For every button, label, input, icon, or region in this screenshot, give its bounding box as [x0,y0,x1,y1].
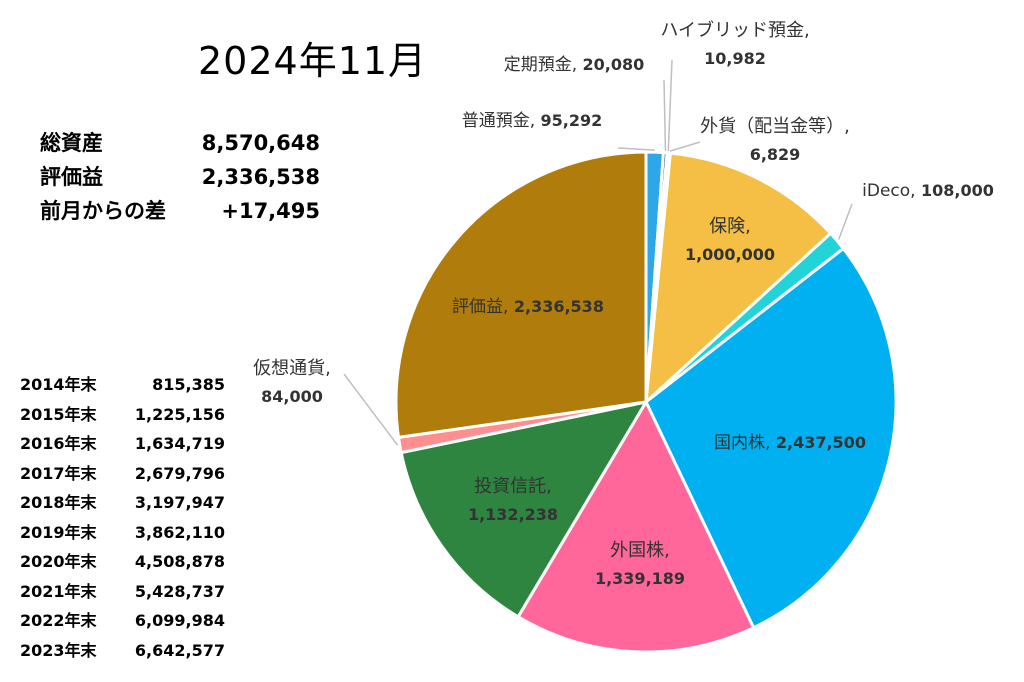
leader-line [667,59,673,152]
pie-slice [394,150,648,440]
history-row: 2022年末 6,099,984 [20,606,225,636]
history-row: 2017年末 2,679,796 [20,459,225,489]
history-row: 2018年末 3,197,947 [20,488,225,518]
history-value: 2,679,796 [134,463,225,483]
slice-label-value: 6,829 [750,145,801,164]
history-year: 2014年末 [20,375,97,394]
leader-line [343,373,399,446]
history-value: 6,642,577 [134,640,225,660]
history-year: 2018年末 [20,493,97,512]
slice-label-value: 1,339,189 [595,569,685,588]
summary-value: 8,570,648 [201,131,320,155]
pie-slice [644,151,833,406]
summary-row-valuation-gain: 評価益 2,336,538 [40,160,320,194]
summary-value: 2,336,538 [201,165,320,189]
history-row: 2014年末 815,385 [20,370,225,400]
history-year: 2020年末 [20,552,97,571]
slice-label: 定期預金, 20,080 [504,55,645,75]
history-row: 2019年末 3,862,110 [20,518,225,548]
history-year: 2023年末 [20,640,97,660]
history-value: 4,508,878 [134,552,225,571]
history-year: 2017年末 [20,463,97,483]
history-value: 3,862,110 [134,522,225,542]
history-value: 3,197,947 [134,493,225,512]
history-year: 2015年末 [20,404,97,424]
history-value: 815,385 [152,375,225,394]
history-row: 2023年末 6,642,577 [20,636,225,666]
slice-label: 普通預金, 95,292 [462,111,603,131]
history-list: 2014年末 815,385 2015年末 1,225,156 2016年末 1,63… [20,370,225,665]
pie-slice [399,399,650,619]
summary-row-total-assets: 総資産 8,570,648 [40,126,320,160]
summary-panel: 総資産 8,570,648 評価益 2,336,538 前月からの差 +17,4… [40,126,320,228]
history-year: 2019年末 [20,522,97,542]
slice-label-name: 仮想通貨, [253,358,331,379]
history-value: 5,428,737 [134,581,225,601]
summary-label: 前月からの差 [40,199,166,223]
history-value: 1,634,719 [134,434,225,453]
slice-label: iDeco, 108,000 [862,181,994,201]
summary-label: 総資産 [40,131,103,155]
leader-line [669,141,701,152]
pie-slice [516,398,756,654]
history-row: 2020年末 4,508,878 [20,547,225,577]
slice-label: 評価益, 2,336,538 [452,297,604,317]
history-value: 1,225,156 [134,404,225,424]
slice-label: 国内株, 2,437,500 [714,433,866,453]
summary-value: +17,495 [221,199,320,223]
summary-row-monthly-diff: 前月からの差 +17,495 [40,194,320,228]
slice-label-value: 84,000 [261,387,323,406]
slice-label-value: 10,982 [704,49,766,68]
slice-label-name: 投資信託, [474,476,552,497]
history-value: 6,099,984 [134,611,225,630]
chart-title: 2024年11月 [198,39,428,83]
history-row: 2016年末 1,634,719 [20,429,225,459]
history-row: 2021年末 5,428,737 [20,577,225,607]
history-year: 2021年末 [20,581,97,601]
slice-label-name: 外貨（配当金等）, [700,116,850,137]
history-year: 2016年末 [20,434,97,453]
slice-label-name: 外国株, [610,540,670,561]
summary-label: 評価益 [40,165,103,189]
leader-line [837,203,853,240]
history-row: 2015年末 1,225,156 [20,400,225,430]
slice-label-value: 1,000,000 [685,245,775,264]
slice-label-value: 1,132,238 [468,505,558,524]
leader-line [663,79,667,151]
slice-label-name: 保険, [709,216,751,237]
history-year: 2022年末 [20,611,97,630]
slice-label-name: ハイブリッド預金, [660,19,809,41]
leader-line [617,147,655,151]
